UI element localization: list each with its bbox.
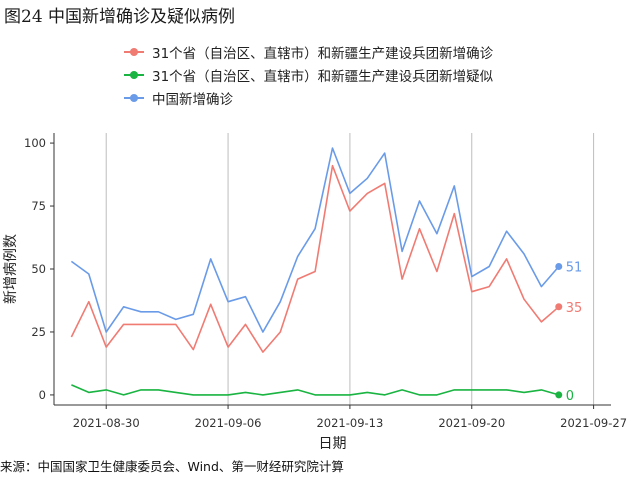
x-tick-label: 2021-09-13	[316, 416, 383, 430]
legend-label: 中国新增确诊	[152, 91, 233, 108]
source-note: 来源：中国国家卫生健康委员会、Wind、第一财经研究院计算	[0, 459, 344, 474]
axis-layer: 2021-08-30 2021-09-06 2021-09-13 2021-09-20…	[3, 133, 627, 452]
series-end-point	[555, 303, 563, 311]
x-tick-label: 2021-09-06	[195, 416, 262, 430]
chart-legend: 31个省（自治区、直辖市）和新疆生产建设兵团新增确诊 31个省（自治区、直辖市）…	[124, 40, 493, 109]
legend-label: 31个省（自治区、直辖市）和新疆生产建设兵团新增疑似	[152, 68, 494, 85]
legend-key-red	[124, 45, 144, 59]
x-axis-title: 日期	[319, 436, 347, 452]
legend-label: 31个省（自治区、直辖市）和新疆生产建设兵团新增确诊	[152, 45, 494, 62]
y-tick-label: 75	[31, 199, 46, 213]
x-tick-label: 2021-09-20	[438, 416, 505, 430]
y-tick-label: 25	[31, 325, 46, 339]
y-tick-label: 100	[24, 136, 46, 150]
data-label: 0	[566, 389, 574, 404]
legend-item-china-confirmed: 中国新增确诊	[124, 86, 493, 109]
legend-item-province-suspected: 31个省（自治区、直辖市）和新疆生产建设兵团新增疑似	[124, 63, 493, 86]
grid-layer	[105, 133, 595, 405]
legend-key-green	[124, 68, 144, 82]
series-end-point	[555, 262, 563, 270]
x-tick-label: 2021-08-30	[73, 416, 140, 430]
label-layer: 35 0 51	[566, 260, 583, 403]
series-end-point	[555, 391, 563, 399]
data-label: 35	[566, 301, 583, 316]
legend-key-blue	[124, 91, 144, 105]
y-tick-label: 0	[39, 388, 46, 402]
series-line	[71, 384, 560, 396]
series-layer	[70, 147, 563, 399]
data-label: 51	[566, 260, 583, 275]
x-tick-label: 2021-09-27	[560, 416, 627, 430]
series-line	[70, 147, 560, 333]
figure-title: 图24 中国新增确诊及疑似病例	[4, 7, 236, 27]
legend-item-province-confirmed: 31个省（自治区、直辖市）和新疆生产建设兵团新增确诊	[124, 40, 493, 63]
series-line	[70, 164, 560, 353]
y-tick-label: 50	[31, 262, 46, 276]
y-axis-title: 新增病例数	[3, 234, 19, 304]
